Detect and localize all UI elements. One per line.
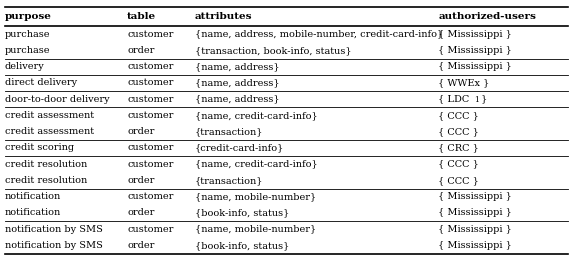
Text: purchase: purchase (5, 30, 50, 39)
Text: purchase: purchase (5, 46, 50, 55)
Text: { LDC: { LDC (438, 95, 470, 104)
Text: customer: customer (127, 95, 174, 104)
Text: 1: 1 (474, 96, 479, 104)
Text: notification by SMS: notification by SMS (5, 241, 103, 250)
Text: door-to-door delivery: door-to-door delivery (5, 95, 109, 104)
Text: { Mississippi }: { Mississippi } (438, 30, 512, 39)
Text: authorized-users: authorized-users (438, 12, 536, 21)
Text: customer: customer (127, 62, 174, 71)
Text: { Mississippi }: { Mississippi } (438, 208, 512, 217)
Text: { Mississippi }: { Mississippi } (438, 241, 512, 250)
Text: { CCC }: { CCC } (438, 111, 479, 120)
Text: {name, address}: {name, address} (195, 78, 280, 87)
Text: { CRC }: { CRC } (438, 143, 479, 152)
Text: customer: customer (127, 160, 174, 169)
Text: {name, mobile-number}: {name, mobile-number} (195, 225, 316, 234)
Text: {book-info, status}: {book-info, status} (195, 241, 289, 250)
Text: customer: customer (127, 30, 174, 39)
Text: customer: customer (127, 225, 174, 234)
Text: { Mississippi }: { Mississippi } (438, 62, 512, 71)
Text: { Mississippi }: { Mississippi } (438, 225, 512, 234)
Text: {name, address}: {name, address} (195, 95, 280, 104)
Text: { CCC }: { CCC } (438, 160, 479, 169)
Text: { Mississippi }: { Mississippi } (438, 192, 512, 201)
Text: {credit-card-info}: {credit-card-info} (195, 143, 284, 152)
Text: table: table (127, 12, 156, 21)
Text: customer: customer (127, 111, 174, 120)
Text: order: order (127, 241, 155, 250)
Text: direct delivery: direct delivery (5, 78, 77, 87)
Text: { WWEx }: { WWEx } (438, 78, 490, 87)
Text: order: order (127, 208, 155, 217)
Text: order: order (127, 46, 155, 55)
Text: notification: notification (5, 208, 61, 217)
Text: notification: notification (5, 192, 61, 201)
Text: customer: customer (127, 143, 174, 152)
Text: {name, address, mobile-number, credit-card-info}: {name, address, mobile-number, credit-ca… (195, 30, 443, 39)
Text: credit assessment: credit assessment (5, 127, 94, 136)
Text: customer: customer (127, 192, 174, 201)
Text: credit assessment: credit assessment (5, 111, 94, 120)
Text: order: order (127, 127, 155, 136)
Text: notification by SMS: notification by SMS (5, 225, 103, 234)
Text: {transaction}: {transaction} (195, 127, 264, 136)
Text: attributes: attributes (195, 12, 252, 21)
Text: }: } (478, 95, 487, 104)
Text: {transaction, book-info, status}: {transaction, book-info, status} (195, 46, 351, 55)
Text: {name, credit-card-info}: {name, credit-card-info} (195, 160, 317, 169)
Text: credit resolution: credit resolution (5, 160, 87, 169)
Text: credit scoring: credit scoring (5, 143, 74, 152)
Text: order: order (127, 176, 155, 185)
Text: {name, address}: {name, address} (195, 62, 280, 71)
Text: { CCC }: { CCC } (438, 176, 479, 185)
Text: customer: customer (127, 78, 174, 87)
Text: {transaction}: {transaction} (195, 176, 264, 185)
Text: { Mississippi }: { Mississippi } (438, 46, 512, 55)
Text: credit resolution: credit resolution (5, 176, 87, 185)
Text: {book-info, status}: {book-info, status} (195, 208, 289, 217)
Text: purpose: purpose (5, 12, 52, 21)
Text: { CCC }: { CCC } (438, 127, 479, 136)
Text: {name, mobile-number}: {name, mobile-number} (195, 192, 316, 201)
Text: delivery: delivery (5, 62, 44, 71)
Text: {name, credit-card-info}: {name, credit-card-info} (195, 111, 317, 120)
